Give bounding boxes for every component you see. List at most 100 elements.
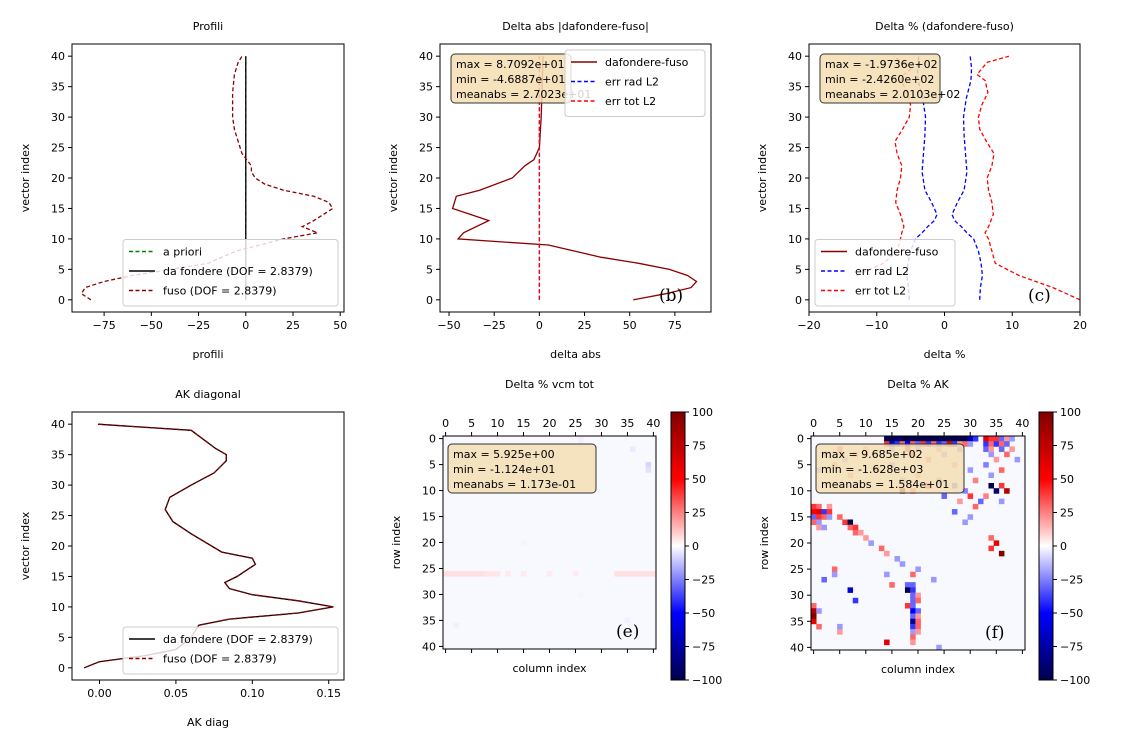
x-tick-label: 10 xyxy=(859,417,873,430)
y-tick-label: 5 xyxy=(58,263,65,276)
colorbar-tick-label: −100 xyxy=(692,674,722,687)
heatmap-cell xyxy=(826,509,833,515)
heatmap-cell xyxy=(847,587,854,593)
heatmap-cell xyxy=(941,493,948,499)
heatmap-cell xyxy=(936,436,942,442)
heatmap-cell xyxy=(816,623,822,630)
heatmap-cell xyxy=(931,436,937,442)
heatmap-cell xyxy=(624,571,631,577)
x-tick-label: 25 xyxy=(286,319,300,332)
x-axis-label: column index xyxy=(512,662,587,675)
colorbar-tick-label: 100 xyxy=(692,406,713,419)
x-tick-label: 0 xyxy=(442,417,449,430)
heatmap-cell xyxy=(645,571,652,577)
heatmap-cell xyxy=(983,446,989,452)
x-axis-label: profili xyxy=(192,348,223,361)
heatmap-cell xyxy=(983,441,989,447)
y-tick-label: 0 xyxy=(426,294,433,307)
x-tick-label: 20 xyxy=(543,417,557,430)
heatmap-cell xyxy=(904,582,911,588)
x-axis-label: AK diag xyxy=(187,716,229,729)
heatmap-cell xyxy=(910,571,916,578)
x-tick-label: 20 xyxy=(1073,319,1087,332)
heatmap-cell xyxy=(998,436,1005,442)
y-tick-label: 0 xyxy=(795,294,802,307)
y-tick-label: 10 xyxy=(51,233,65,246)
y-tick-label: 15 xyxy=(51,202,65,215)
y-tick-label: 30 xyxy=(422,588,436,601)
heatmap-cell xyxy=(645,467,652,473)
heatmap-cell xyxy=(468,571,475,577)
heatmap-cell xyxy=(910,582,916,588)
x-tick-label: −10 xyxy=(865,319,888,332)
y-tick-label: 35 xyxy=(51,81,65,94)
heatmap-cell xyxy=(645,461,652,468)
chart-title: Delta % AK xyxy=(887,378,949,391)
heatmap-cell xyxy=(630,446,636,452)
heatmap-cell xyxy=(993,441,1000,447)
y-tick-label: 30 xyxy=(419,111,433,124)
heatmap-cell xyxy=(910,436,916,442)
x-tick-label: 0.15 xyxy=(316,687,341,700)
heatmap-cell xyxy=(1004,451,1010,458)
heatmap-cell xyxy=(650,571,657,577)
x-tick-label: −50 xyxy=(140,319,163,332)
heatmap-cell xyxy=(816,608,822,614)
heatmap-cell xyxy=(988,436,994,442)
heatmap-cell xyxy=(972,477,979,484)
x-tick-label: 0 xyxy=(810,417,817,430)
heatmap-cell xyxy=(884,639,890,646)
y-tick-label: 0 xyxy=(429,433,436,446)
heatmap-cell xyxy=(458,571,465,577)
heatmap-cell xyxy=(842,519,848,526)
heatmap-cell xyxy=(614,571,620,577)
heatmap-cell xyxy=(1014,456,1021,463)
x-tick-label: 5 xyxy=(836,417,843,430)
y-tick-label: 25 xyxy=(788,142,802,155)
heatmap-cell xyxy=(837,629,843,635)
heatmap-cell xyxy=(889,436,895,442)
y-tick-label: 10 xyxy=(790,485,804,498)
colorbar-tick-label: −25 xyxy=(1060,574,1083,587)
heatmap-cell xyxy=(484,571,491,577)
legend-label: dafondere-fuso xyxy=(855,246,939,259)
heatmap-cell xyxy=(811,514,817,520)
y-tick-label: 35 xyxy=(788,81,802,94)
legend-frame xyxy=(814,239,956,307)
heatmap-cell xyxy=(1004,441,1010,447)
heatmap-cell xyxy=(998,498,1005,505)
legend-label: fuso (DOF = 2.8379) xyxy=(163,653,277,666)
heatmap-cell xyxy=(474,571,480,577)
heatmap-cell xyxy=(811,618,817,625)
heatmap-cell xyxy=(847,524,854,531)
legend-label: err tot L2 xyxy=(855,285,906,298)
y-tick-label: 20 xyxy=(419,172,433,185)
heatmap-cell xyxy=(904,603,911,609)
y-tick-label: 15 xyxy=(51,570,65,583)
heatmap-cell xyxy=(505,571,511,577)
heatmap-cell xyxy=(910,592,916,599)
y-tick-label: 40 xyxy=(790,641,804,654)
heatmap-cell xyxy=(619,571,626,577)
x-tick-label: 20 xyxy=(911,417,925,430)
y-tick-label: 25 xyxy=(419,142,433,155)
y-tick-label: 30 xyxy=(790,589,804,602)
heatmap-cell xyxy=(1009,436,1015,442)
heatmap-cell xyxy=(910,639,916,646)
y-tick-label: 5 xyxy=(429,459,436,472)
stats-line: min = -1.124e+01 xyxy=(453,463,555,476)
chart-title: Delta abs |dafondere-fuso| xyxy=(502,20,649,33)
panel-c: −20 −10 0 10 20 0 5 10 15 20 25 30 35 40 Delta % (dafo… xyxy=(756,20,1087,361)
heatmap-cell xyxy=(811,608,817,614)
heatmap-cell xyxy=(816,503,822,510)
heatmap-cell xyxy=(941,436,948,442)
x-tick-label: −20 xyxy=(797,319,820,332)
stats-line: max = 9.685e+02 xyxy=(821,448,923,461)
x-tick-label: 10 xyxy=(1005,319,1019,332)
y-tick-label: 40 xyxy=(422,640,436,653)
x-tick-label: 35 xyxy=(989,417,1003,430)
x-tick-label: 40 xyxy=(646,417,660,430)
legend: dafondere-fuso err rad L2 err tot L2 xyxy=(814,239,956,307)
heatmap-cell xyxy=(899,561,906,567)
heatmap-cell xyxy=(957,498,963,505)
